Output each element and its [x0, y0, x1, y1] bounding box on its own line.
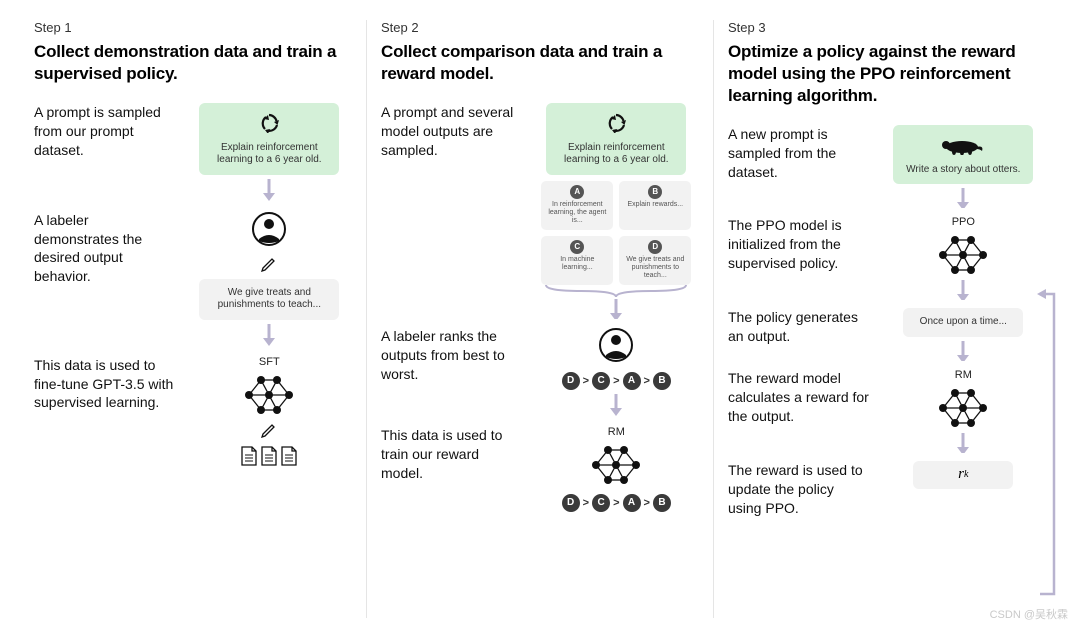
sample-c: CIn machine learning...: [541, 236, 613, 285]
step3-column: Step 3 Optimize a policy against the rew…: [714, 20, 1060, 618]
step2-desc1: A prompt and several model outputs are s…: [381, 103, 534, 160]
nn-icon: [239, 370, 299, 420]
arrow-icon: [261, 179, 277, 203]
samples-grid: AIn reinforcement learning, the agent is…: [541, 181, 691, 285]
sample-a: AIn reinforcement learning, the agent is…: [541, 181, 613, 230]
step3-desc3: The policy generates an output.: [728, 308, 881, 346]
step3-row5: The reward is used to update the policy …: [728, 461, 1046, 518]
step3-desc1: A new prompt is sampled from the dataset…: [728, 125, 881, 182]
recycle-icon: [211, 113, 327, 138]
step3-prompt: Write a story about otters.: [893, 125, 1033, 184]
step1-label: Step 1: [34, 20, 352, 35]
arrow-icon: [955, 341, 971, 361]
step3-output: Once upon a time...: [903, 308, 1023, 337]
nn-icon: [586, 440, 646, 490]
step3-row4: The reward model calculates a reward for…: [728, 369, 1046, 457]
ranking-2: D> C> A> B: [562, 494, 671, 512]
diagram: Step 1 Collect demonstration data and tr…: [0, 0, 1080, 628]
step3-desc5: The reward is used to update the policy …: [728, 461, 881, 518]
step1-output: We give treats and punishments to teach.…: [199, 279, 339, 320]
arrow-icon: [955, 280, 971, 300]
arrow-icon: [608, 394, 624, 418]
step1-row3: This data is used to fine-tune GPT-3.5 w…: [34, 356, 352, 467]
ranking-1: D> C> A> B: [562, 372, 671, 390]
step3-desc2: The PPO model is initialized from the su…: [728, 216, 881, 273]
step3-prompt-text: Write a story about otters.: [906, 164, 1020, 175]
step2-desc3: This data is used to train our reward mo…: [381, 426, 534, 483]
docs-icon: [240, 445, 298, 467]
rm-label: RM: [608, 426, 625, 438]
watermark: CSDN @吴秋霖: [990, 606, 1068, 622]
step2-column: Step 2 Collect comparison data and train…: [367, 20, 713, 618]
step2-row2: A labeler ranks the outputs from best to…: [381, 327, 699, 422]
arrow-icon: [608, 299, 624, 319]
rm-label: RM: [955, 369, 972, 381]
step2-desc2: A labeler ranks the outputs from best to…: [381, 327, 534, 384]
step1-desc2: A labeler demonstrates the desired outpu…: [34, 211, 187, 287]
step1-row1: A prompt is sampled from our prompt data…: [34, 103, 352, 207]
step1-prompt-text: Explain reinforcement learning to a 6 ye…: [217, 142, 322, 166]
step1-desc3: This data is used to fine-tune GPT-3.5 w…: [34, 356, 187, 413]
step2-row1: A prompt and several model outputs are s…: [381, 103, 699, 323]
step2-prompt-text: Explain reinforcement learning to a 6 ye…: [564, 142, 669, 166]
step3-row3: The policy generates an output. Once upo…: [728, 308, 1046, 365]
step1-desc1: A prompt is sampled from our prompt data…: [34, 103, 187, 160]
ppo-label: PPO: [952, 216, 975, 228]
pencil-icon: [261, 254, 277, 277]
otter-icon: [905, 135, 1021, 160]
arrow-icon: [261, 324, 277, 348]
step3-row1: A new prompt is sampled from the dataset…: [728, 125, 1046, 212]
step3-title: Optimize a policy against the reward mod…: [728, 41, 1046, 107]
step1-row2: A labeler demonstrates the desired outpu…: [34, 211, 352, 352]
rm-nn: RM: [933, 369, 993, 429]
step2-row3: This data is used to train our reward mo…: [381, 426, 699, 512]
step2-prompt: Explain reinforcement learning to a 6 ye…: [546, 103, 686, 175]
step3-desc4: The reward model calculates a reward for…: [728, 369, 881, 426]
step2-label: Step 2: [381, 20, 699, 35]
ppo-nn: PPO: [933, 216, 993, 276]
step3-row2: The PPO model is initialized from the su…: [728, 216, 1046, 304]
arrow-icon: [955, 188, 971, 208]
step1-prompt: Explain reinforcement learning to a 6 ye…: [199, 103, 339, 175]
reward-value: rk: [913, 461, 1013, 489]
pencil-icon: [261, 420, 277, 443]
sft-nn: SFT: [239, 356, 299, 467]
nn-icon: [933, 383, 993, 429]
person-icon: [598, 327, 634, 368]
nn-icon: [933, 230, 993, 276]
sample-d: DWe give treats and punishments to teach…: [619, 236, 691, 285]
step1-title: Collect demonstration data and train a s…: [34, 41, 352, 85]
sft-label: SFT: [259, 356, 280, 368]
rm-nn: RM: [586, 426, 646, 490]
arrow-icon: [955, 433, 971, 453]
step1-column: Step 1 Collect demonstration data and tr…: [20, 20, 366, 618]
step2-title: Collect comparison data and train a rewa…: [381, 41, 699, 85]
sample-b: BExplain rewards...: [619, 181, 691, 230]
step3-label: Step 3: [728, 20, 1046, 35]
person-icon: [251, 211, 287, 252]
recycle-icon: [558, 113, 674, 138]
